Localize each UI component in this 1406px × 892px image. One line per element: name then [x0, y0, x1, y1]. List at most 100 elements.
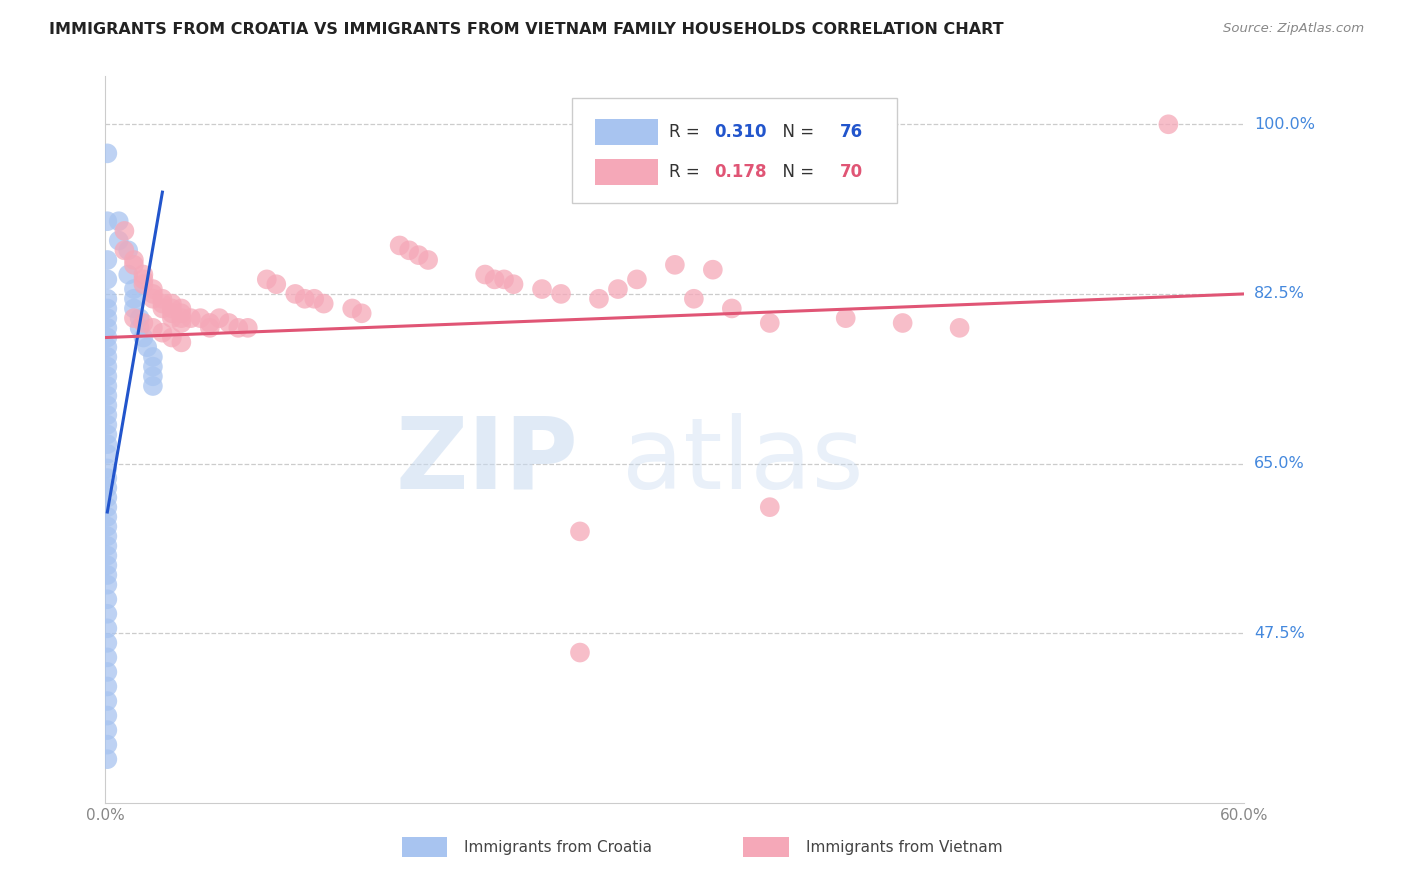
Point — [170, 306, 193, 320]
Point — [142, 321, 165, 335]
Point — [198, 316, 221, 330]
Point — [96, 568, 118, 582]
Point — [142, 282, 165, 296]
Point — [550, 287, 572, 301]
Text: 65.0%: 65.0% — [1254, 456, 1305, 471]
Point — [96, 694, 118, 708]
Text: 0.310: 0.310 — [714, 123, 768, 141]
Point — [128, 311, 150, 326]
Point — [835, 311, 858, 326]
Point — [264, 277, 288, 292]
Point — [117, 268, 139, 282]
Point — [408, 248, 430, 262]
Point — [502, 277, 524, 292]
Point — [96, 636, 118, 650]
Point — [132, 272, 155, 286]
Point — [96, 359, 118, 374]
Point — [96, 437, 118, 451]
Point — [96, 481, 118, 495]
Point — [132, 330, 155, 344]
Point — [284, 287, 307, 301]
Point — [142, 379, 165, 393]
Text: N =: N = — [772, 162, 820, 181]
Point — [122, 292, 145, 306]
Point — [1157, 117, 1180, 131]
Point — [891, 316, 914, 330]
Point — [142, 292, 165, 306]
Point — [96, 398, 118, 412]
Point — [492, 272, 515, 286]
Point — [160, 330, 183, 344]
Point — [96, 607, 118, 621]
Point — [142, 350, 165, 364]
Point — [96, 578, 118, 592]
Point — [236, 321, 259, 335]
Point — [96, 369, 118, 384]
Point — [96, 321, 118, 335]
Point — [304, 292, 326, 306]
Point — [759, 500, 782, 515]
Point — [180, 311, 202, 326]
Point — [96, 427, 118, 442]
Text: 100.0%: 100.0% — [1254, 117, 1315, 132]
Text: N =: N = — [772, 123, 820, 141]
Point — [170, 301, 193, 316]
Point — [588, 292, 610, 306]
Point — [170, 316, 193, 330]
Point — [96, 708, 118, 723]
Point — [107, 214, 129, 228]
Point — [170, 311, 193, 326]
Text: R =: R = — [669, 162, 706, 181]
Point — [96, 146, 118, 161]
Point — [96, 330, 118, 344]
Point — [96, 272, 118, 286]
Point — [114, 224, 135, 238]
Point — [626, 272, 648, 286]
Point — [96, 723, 118, 737]
Bar — [402, 837, 447, 857]
Point — [170, 335, 193, 350]
Point — [96, 301, 118, 316]
Point — [96, 417, 118, 432]
Point — [132, 316, 155, 330]
Point — [96, 408, 118, 422]
Point — [96, 350, 118, 364]
Point — [294, 292, 316, 306]
Point — [160, 306, 183, 320]
Text: 0.178: 0.178 — [714, 162, 768, 181]
Point — [949, 321, 972, 335]
Point — [152, 326, 174, 340]
Point — [96, 509, 118, 524]
Point — [340, 301, 363, 316]
Point — [152, 292, 174, 306]
Point — [312, 296, 335, 310]
Point — [96, 389, 118, 403]
Point — [198, 321, 221, 335]
Point — [122, 252, 145, 267]
Text: Source: ZipAtlas.com: Source: ZipAtlas.com — [1223, 22, 1364, 36]
Point — [96, 311, 118, 326]
Bar — [595, 120, 658, 145]
Point — [96, 471, 118, 485]
Bar — [744, 837, 789, 857]
Point — [188, 311, 212, 326]
Point — [208, 311, 231, 326]
Point — [531, 282, 554, 296]
Point — [96, 621, 118, 635]
Point — [96, 539, 118, 553]
Point — [607, 282, 630, 296]
Point — [96, 592, 118, 607]
Point — [96, 680, 118, 694]
Point — [96, 214, 118, 228]
Point — [122, 258, 145, 272]
Point — [152, 296, 174, 310]
Point — [96, 340, 118, 354]
Point — [96, 519, 118, 533]
Point — [160, 301, 183, 316]
Point — [350, 306, 373, 320]
Point — [96, 752, 118, 766]
Text: 76: 76 — [839, 123, 863, 141]
Point — [96, 461, 118, 475]
Point — [96, 447, 118, 461]
Bar — [595, 160, 658, 185]
